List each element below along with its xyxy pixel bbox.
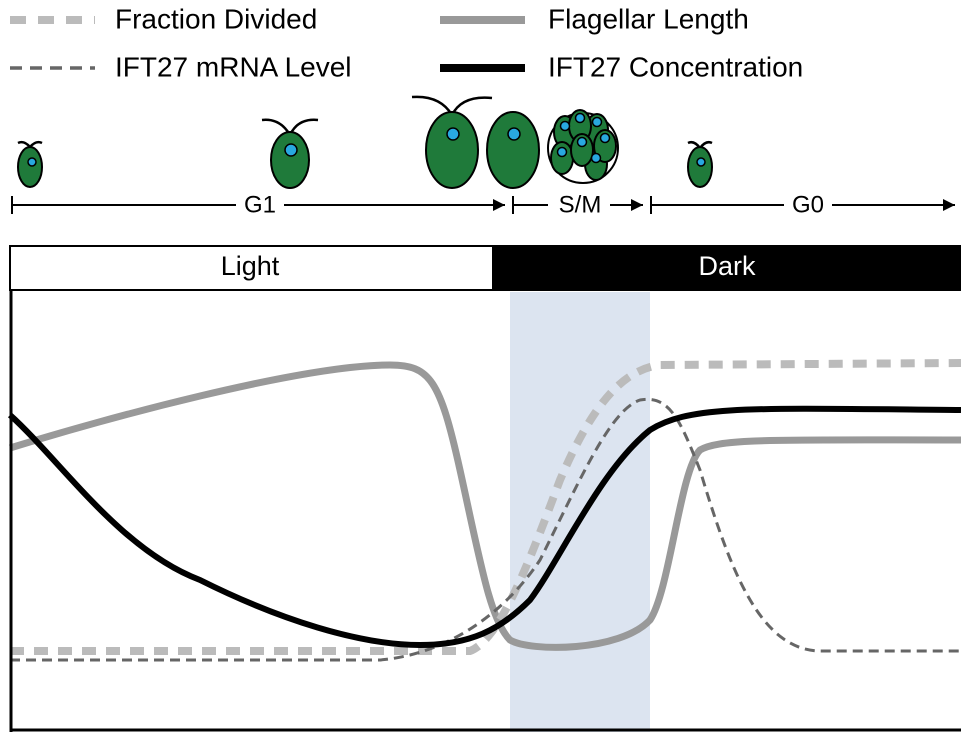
cell [688,147,712,187]
cell [18,147,42,187]
sm-phase-band [510,292,650,732]
concentration-curve [10,409,961,645]
condition-label: Light [221,251,280,281]
phase-label: G1 [244,191,276,218]
legend: Fraction Divided IFT27 mRNA Level Flagel… [10,3,803,82]
nucleus [592,154,601,163]
nucleus [578,138,587,147]
cells [18,97,712,188]
nucleus [447,128,459,140]
nucleus [593,118,602,127]
legend-label: IFT27 Concentration [548,51,803,82]
nucleus [285,144,297,156]
diagram: Fraction Divided IFT27 mRNA Level Flagel… [0,0,961,732]
nucleus [508,128,520,140]
phase-label: S/M [559,191,602,218]
nucleus [576,114,585,123]
cell [487,112,539,188]
phase-label: G0 [792,191,824,218]
legend-label: IFT27 mRNA Level [115,51,352,82]
nucleus [697,158,705,166]
nucleus [561,122,570,131]
nucleus [28,158,36,166]
cell [426,112,478,188]
legend-label: Flagellar Length [548,3,749,34]
nucleus [558,148,567,157]
cell [271,132,309,188]
nucleus [601,134,610,143]
legend-label: Fraction Divided [115,3,317,34]
condition-label: Dark [698,251,756,281]
